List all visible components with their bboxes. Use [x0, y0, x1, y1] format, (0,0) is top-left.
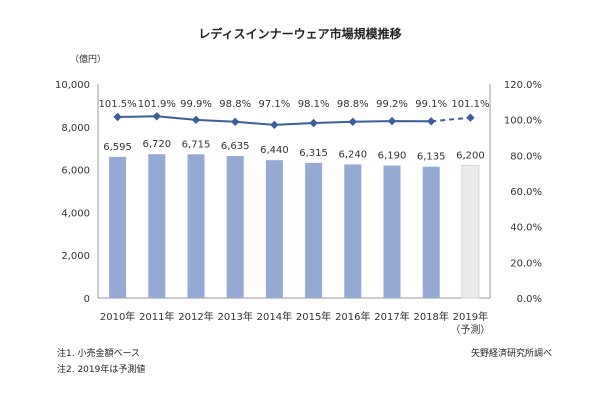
bar-value-label: 6,595: [103, 142, 132, 153]
footnote-1: 注1. 小売金額ベース: [57, 349, 140, 359]
bar: [109, 156, 127, 298]
line-point: [348, 117, 357, 127]
y-axis-unit: （億円）: [70, 53, 106, 65]
line-point: [427, 117, 436, 126]
line-value-label: 99.9%: [180, 99, 212, 110]
line-forecast-path: [431, 116, 471, 123]
line-value-label: 101.9%: [138, 99, 176, 110]
y-left-tick-label: 2,000: [61, 251, 90, 262]
line-point: [309, 118, 318, 128]
line-point: [152, 112, 161, 121]
line-point: [387, 116, 397, 126]
x-tick-label: 2011年: [139, 310, 174, 323]
y-right-tick-label: 80.0%: [510, 151, 542, 162]
line-point: [113, 112, 122, 122]
line-value-label: 99.1%: [415, 99, 447, 110]
bar: [187, 154, 205, 298]
line-point: [231, 117, 240, 127]
y-right-tick-label: 0.0%: [517, 294, 542, 305]
footnote-2: 注2. 2019年は予測値: [57, 365, 146, 375]
chart-title: レディスインナーウェア市場規模推移: [198, 26, 401, 41]
x-tick-label: 2010年: [100, 310, 135, 323]
line-point: [466, 113, 475, 122]
bar: [422, 166, 440, 298]
chart-axes: 0 2,000 4,000 6,000 8,000 10,000 0.0% 20.0% 40.0…: [55, 80, 542, 305]
y-right-tick-label: 60.0%: [510, 187, 542, 198]
bar-value-label: 6,715: [182, 139, 211, 150]
x-tick-label: 2015年: [296, 310, 331, 323]
x-tick-label: 2016年: [335, 310, 370, 323]
x-tick-sublabel: （予測）: [450, 323, 490, 336]
bar: [265, 160, 283, 298]
x-tick-label: 2017年: [374, 310, 409, 323]
line-value-label: 101.5%: [99, 99, 137, 110]
bar: [148, 154, 166, 298]
line-value-label: 98.8%: [219, 99, 251, 110]
bar-value-label: 6,240: [338, 149, 367, 160]
bar-series: [109, 154, 480, 299]
data-labels: 6,595 6,720 6,715 6,635 6,440 6,315 6,240 6,190…: [99, 99, 490, 163]
y-left-tick-label: 4,000: [61, 208, 90, 219]
bar-value-label: 6,440: [260, 145, 289, 156]
bar-value-label: 6,635: [221, 141, 250, 152]
bar: [344, 164, 362, 298]
y-right-tick-label: 20.0%: [510, 258, 542, 269]
bar-value-label: 6,135: [417, 152, 446, 163]
y-left-tick-label: 8,000: [61, 123, 90, 134]
line-value-label: 98.8%: [337, 99, 369, 110]
x-tick-label: 2019年: [453, 310, 488, 323]
line-value-label: 99.2%: [376, 99, 408, 110]
y-left-tick-label: 0: [84, 294, 90, 305]
x-tick-label: 2018年: [413, 310, 448, 323]
bar: [226, 156, 244, 298]
line-point: [191, 115, 201, 125]
bar: [461, 164, 480, 299]
bar-value-label: 6,315: [299, 148, 328, 159]
bar: [383, 165, 401, 298]
x-tick-label: 2013年: [217, 310, 252, 323]
x-tick-label: 2012年: [178, 310, 213, 323]
x-tick-label: 2014年: [257, 310, 292, 323]
line-series: [113, 112, 475, 130]
x-axis: 2010年 2011年 2012年 2013年 2014年 2015年 2016年 2017年…: [100, 310, 491, 336]
source-credit: 矢野経済研究所調べ: [470, 349, 552, 359]
line-value-label: 101.1%: [451, 99, 489, 110]
y-right-tick-label: 40.0%: [510, 223, 542, 234]
y-left-tick-label: 6,000: [61, 166, 90, 177]
line-value-label: 97.1%: [259, 99, 291, 110]
bar-value-label: 6,200: [456, 150, 485, 161]
bar: [305, 162, 323, 298]
line-point: [270, 120, 279, 130]
y-left-tick-label: 10,000: [55, 80, 90, 91]
bar-value-label: 6,720: [142, 139, 171, 150]
y-right-tick-label: 100.0%: [504, 116, 542, 127]
y-right-tick-label: 120.0%: [504, 80, 542, 91]
line-value-label: 98.1%: [298, 99, 330, 110]
bar-value-label: 6,190: [378, 151, 407, 162]
